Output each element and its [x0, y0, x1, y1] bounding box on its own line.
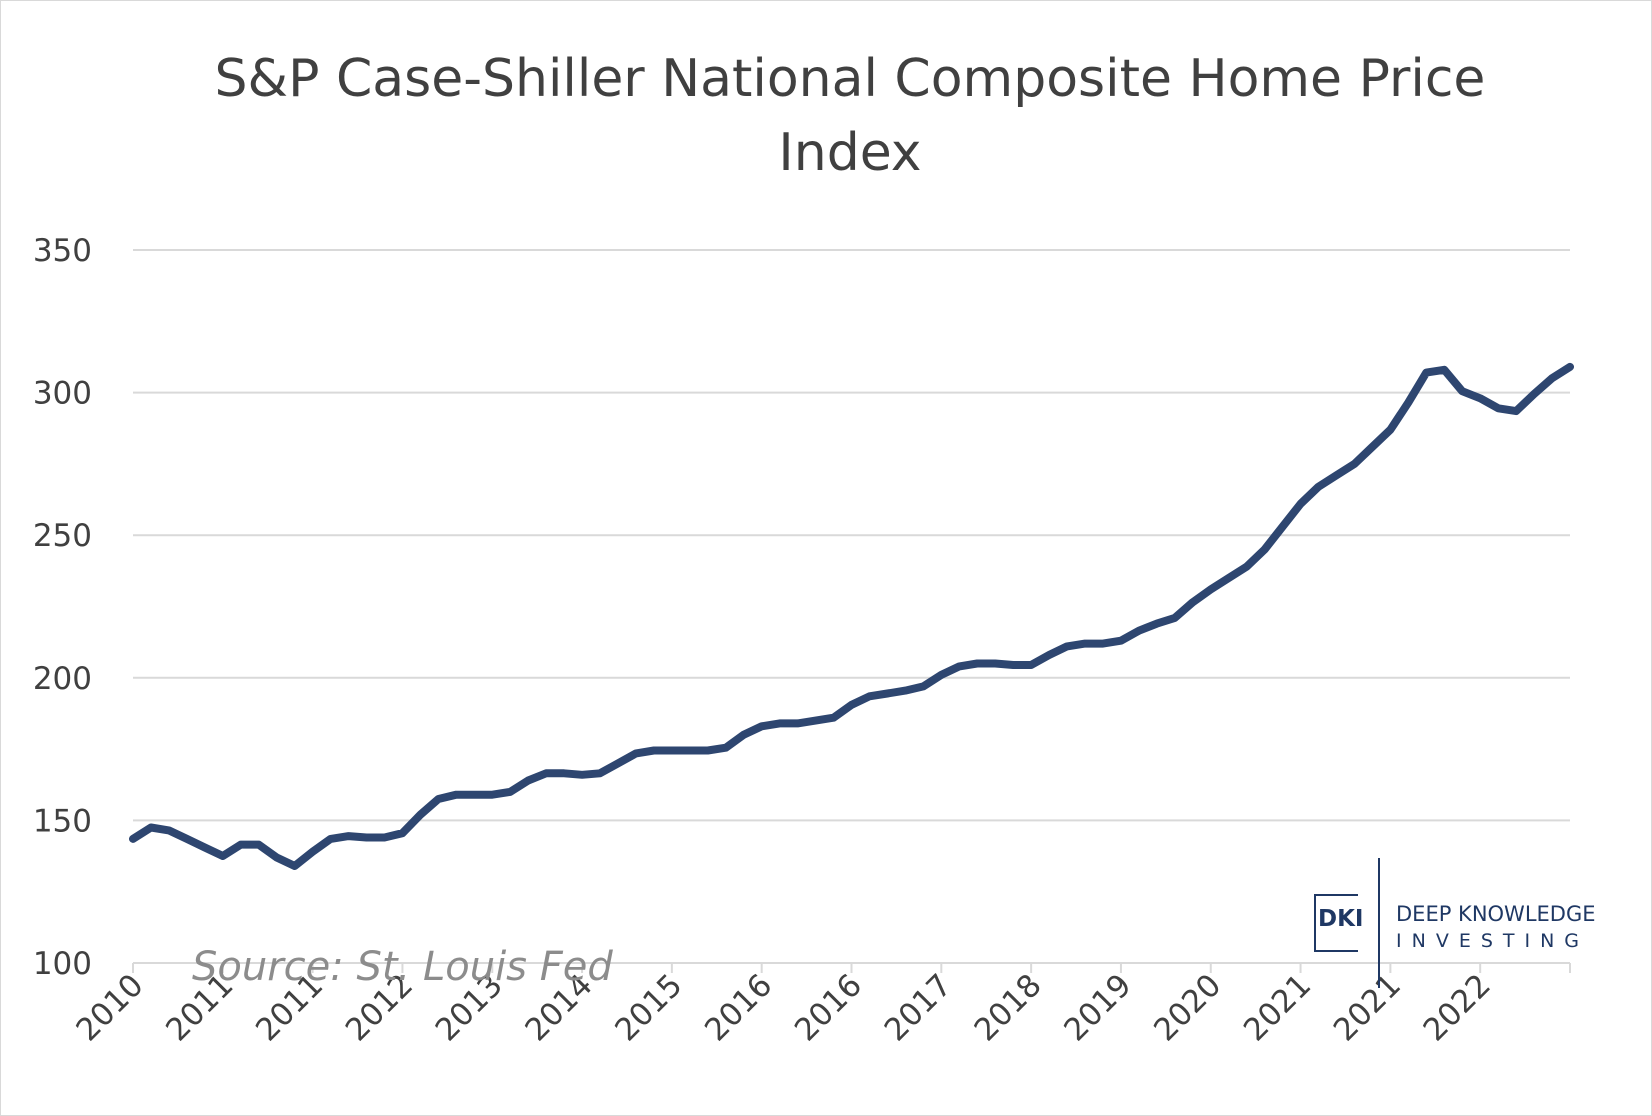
logo-divider [1378, 858, 1380, 988]
dki-logo: DKI DEEP KNOWLEDGE INVESTING [1310, 858, 1600, 988]
x-axis [132, 962, 1571, 973]
x-tick-label: 2019 [1057, 967, 1138, 1048]
y-tick-label: 100 [33, 946, 92, 982]
x-tick-label: 2021 [1237, 967, 1318, 1048]
series-line [129, 362, 1574, 870]
logo-box [1314, 894, 1358, 952]
x-tick-label: 2018 [968, 967, 1049, 1048]
x-tick-label: 2015 [608, 967, 689, 1048]
x-tick-label: 2016 [788, 967, 869, 1048]
y-tick-label: 350 [33, 233, 92, 269]
x-tick-label: 2016 [698, 967, 779, 1048]
logo-line-1: DEEP KNOWLEDGE [1396, 902, 1596, 926]
y-axis-ticks: 100 150 200 250 300 350 [33, 233, 92, 982]
x-tick-label: 2020 [1147, 967, 1228, 1048]
y-tick-label: 150 [33, 803, 92, 839]
y-tick-label: 300 [33, 376, 92, 412]
y-tick-label: 250 [33, 518, 92, 554]
gridlines [133, 249, 1570, 822]
logo-line-2: INVESTING [1396, 930, 1590, 952]
source-note: Source: St. Louis Fed [192, 944, 613, 990]
chart-title: S&P Case-Shiller National Composite Home… [214, 49, 1486, 183]
y-tick-label: 200 [33, 661, 92, 697]
series-group [129, 362, 1574, 870]
x-tick-label: 2017 [878, 967, 959, 1048]
logo-mark: DKI [1318, 906, 1364, 932]
